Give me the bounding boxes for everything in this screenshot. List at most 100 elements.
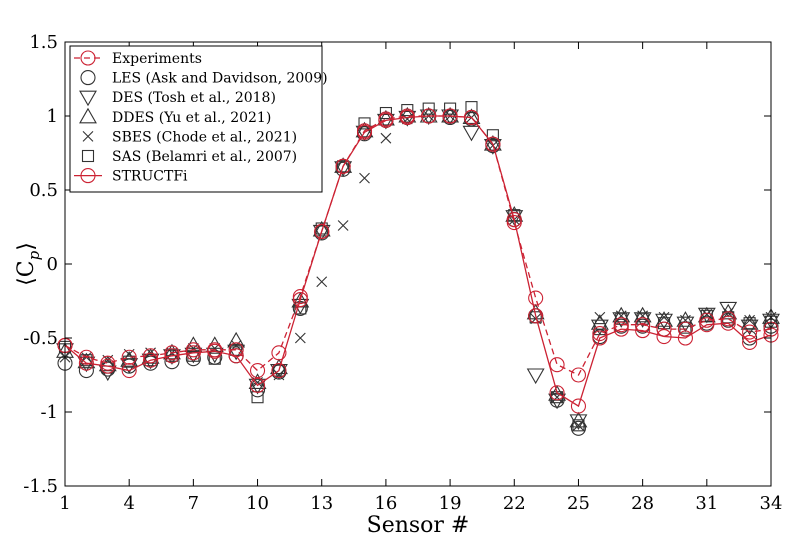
data-point-les-ask-and-davidson-2009 xyxy=(335,161,351,177)
data-point-sbes-chode-et-al-2021 xyxy=(187,342,199,354)
data-point-structfi xyxy=(720,315,736,331)
data-point-experiments xyxy=(100,355,116,371)
legend-marker-sas-belamri-et-al-2007 xyxy=(81,149,95,163)
data-point-experiments xyxy=(528,290,544,306)
data-point-structfi xyxy=(485,136,501,152)
x-tick-label: 25 xyxy=(567,493,590,514)
data-point-structfi xyxy=(528,308,544,324)
legend-box xyxy=(69,45,323,193)
data-point-ddes-yu-et-al-2021 xyxy=(676,311,695,327)
data-point-ddes-yu-et-al-2021 xyxy=(227,331,246,348)
x-tick-label: 16 xyxy=(374,493,397,514)
data-point-des-tosh-et-al-2018 xyxy=(462,125,481,142)
series-structfi xyxy=(57,108,779,414)
data-point-ddes-yu-et-al-2021 xyxy=(312,220,331,237)
x-axis-title: Sensor # xyxy=(367,513,470,538)
data-point-experiments xyxy=(185,342,201,358)
data-point-structfi xyxy=(549,385,565,401)
data-point-structfi xyxy=(399,109,415,126)
data-point-experiments xyxy=(720,311,736,327)
x-tick-label: 28 xyxy=(631,493,654,514)
y-axis-title: ⟨Cp⟩ xyxy=(14,242,43,286)
data-point-sas-belamri-et-al-2007 xyxy=(294,302,307,315)
data-point-ddes-yu-et-al-2021 xyxy=(163,343,181,360)
legend-label-les-ask-and-davidson-2009: LES (Ask and Davidson, 2009) xyxy=(112,71,328,87)
data-point-sas-belamri-et-al-2007 xyxy=(165,349,179,362)
data-point-sas-belamri-et-al-2007 xyxy=(379,106,392,120)
legend: Experiments LES (Ask and Davidson, 2009) D… xyxy=(69,45,328,193)
y-tick-label: 0.5 xyxy=(29,180,58,201)
data-point-experiments xyxy=(121,349,137,365)
legend-label-ddes-yu-et-al-2021: DDES (Yu et al., 2021) xyxy=(112,110,271,126)
data-point-des-tosh-et-al-2018 xyxy=(483,139,502,155)
data-point-des-tosh-et-al-2018 xyxy=(505,210,524,226)
data-point-les-ask-and-davidson-2009 xyxy=(570,420,587,436)
data-point-sas-belamri-et-al-2007 xyxy=(315,222,328,235)
legend-label-sbes-chode-et-al-2021: SBES (Chode et al., 2021) xyxy=(112,129,297,145)
data-point-experiments xyxy=(164,345,180,361)
data-point-sbes-chode-et-al-2021 xyxy=(337,220,349,231)
legend-marker-ddes-yu-et-al-2021 xyxy=(79,107,97,124)
data-point-experiments xyxy=(570,367,587,383)
x-tick-label: 7 xyxy=(188,493,199,514)
data-point-sas-belamri-et-al-2007 xyxy=(743,317,756,330)
data-point-structfi xyxy=(699,317,715,333)
data-point-experiments xyxy=(143,348,159,364)
data-point-structfi xyxy=(143,352,159,368)
data-point-structfi xyxy=(570,398,587,414)
data-point-experiments xyxy=(677,321,693,337)
svg-text:⟨Cp⟩: ⟨Cp⟩ xyxy=(14,242,43,286)
data-point-experiments xyxy=(742,324,758,340)
series-line-experiments xyxy=(64,115,772,376)
data-point-des-tosh-et-al-2018 xyxy=(441,109,460,126)
data-point-structfi xyxy=(592,330,608,346)
data-point-experiments xyxy=(506,215,522,231)
y-tick-label: -0.5 xyxy=(23,328,58,349)
data-point-experiments xyxy=(549,357,565,373)
data-point-des-tosh-et-al-2018 xyxy=(334,161,353,177)
data-point-structfi xyxy=(271,363,287,379)
data-point-structfi xyxy=(249,377,266,393)
data-point-structfi xyxy=(463,109,480,126)
data-point-des-tosh-et-al-2018 xyxy=(526,368,545,385)
legend-label-experiments: Experiments xyxy=(112,51,202,67)
data-point-sbes-chode-et-al-2021 xyxy=(273,369,285,381)
data-point-structfi xyxy=(356,124,373,140)
data-point-sbes-chode-et-al-2021 xyxy=(594,311,606,323)
legend-marker-les-ask-and-davidson-2009 xyxy=(80,70,96,86)
legend-label-sas-belamri-et-al-2007: SAS (Belamri et al., 2007) xyxy=(112,149,297,165)
data-point-sas-belamri-et-al-2007 xyxy=(422,102,435,115)
y-tick-label: -1 xyxy=(40,402,58,423)
legend-label-structfi: STRUCTFi xyxy=(112,169,188,185)
y-axis-title-close: ⟩ xyxy=(14,242,39,251)
y-tick-label: -1.5 xyxy=(23,476,58,497)
data-point-des-tosh-et-al-2018 xyxy=(120,358,139,374)
data-point-structfi xyxy=(677,330,693,346)
data-point-des-tosh-et-al-2018 xyxy=(312,224,331,241)
data-point-sas-belamri-et-al-2007 xyxy=(486,129,499,142)
y-axis-title-main: ⟨C xyxy=(14,260,39,285)
data-point-structfi xyxy=(292,291,308,308)
data-point-sas-belamri-et-al-2007 xyxy=(272,364,285,377)
data-point-sas-belamri-et-al-2007 xyxy=(465,101,478,114)
data-point-ddes-yu-et-al-2021 xyxy=(419,106,438,123)
series-line-structfi xyxy=(64,115,772,408)
data-point-structfi xyxy=(506,212,522,228)
data-point-structfi xyxy=(421,108,437,124)
legend-marker-structfi xyxy=(80,168,96,184)
legend-marker-sbes-chode-et-al-2021 xyxy=(82,131,94,142)
data-point-sbes-chode-et-al-2021 xyxy=(359,172,370,184)
x-tick-label: 1 xyxy=(59,493,70,514)
data-point-structfi xyxy=(742,334,758,350)
data-point-sas-belamri-et-al-2007 xyxy=(401,104,414,117)
data-point-sbes-chode-et-al-2021 xyxy=(316,276,328,288)
x-tick-label: 31 xyxy=(695,493,718,514)
data-point-sas-belamri-et-al-2007 xyxy=(358,117,371,130)
data-point-structfi xyxy=(121,363,137,379)
data-point-structfi xyxy=(78,355,94,371)
data-point-sas-belamri-et-al-2007 xyxy=(444,102,457,115)
data-point-ddes-yu-et-al-2021 xyxy=(441,106,460,123)
x-tick-label: 4 xyxy=(123,493,134,514)
data-point-experiments xyxy=(292,289,308,305)
